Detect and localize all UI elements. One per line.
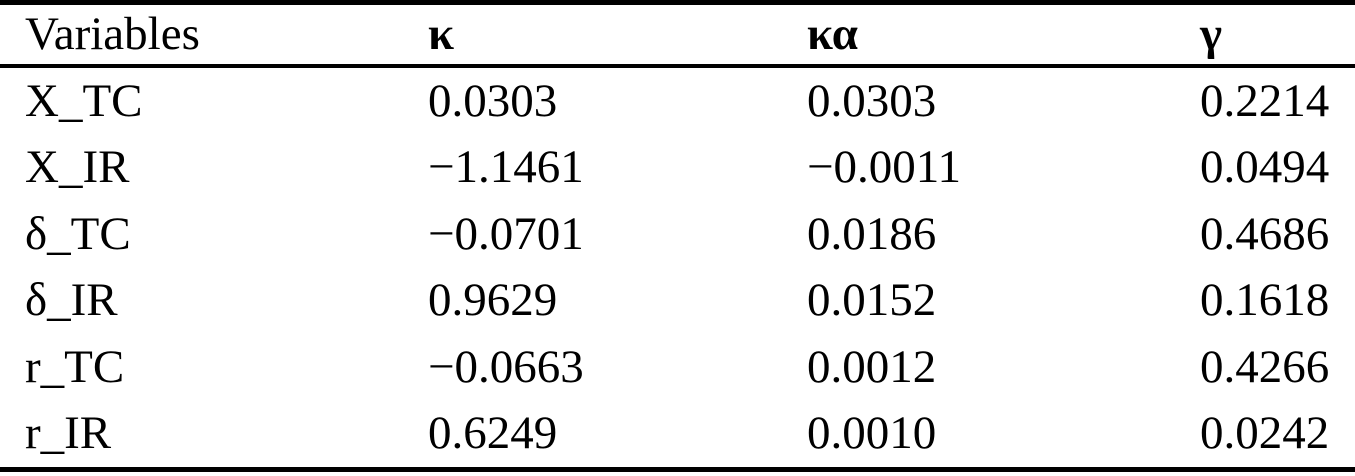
kappa-value: −0.0663 — [428, 340, 584, 393]
column-header-gamma: γ — [1200, 8, 1222, 60]
column-header-kappa-alpha: κα — [807, 8, 858, 60]
gamma-value: 0.4266 — [1200, 340, 1330, 393]
table-header-row: Variables κ κα γ — [0, 5, 1355, 64]
kappa-alpha-value: 0.0303 — [807, 74, 937, 127]
column-header-kappa: κ — [428, 8, 455, 60]
gamma-value: 0.0242 — [1200, 407, 1330, 460]
table-row: δ_IR 0.9629 0.0152 0.1618 — [0, 268, 1355, 335]
variable-name: X_IR — [25, 141, 130, 194]
table-top-rule — [0, 0, 1355, 5]
kappa-alpha-value: 0.0152 — [807, 274, 937, 327]
table-row: X_IR −1.1461 −0.0011 0.0494 — [0, 135, 1355, 202]
variable-name: δ_TC — [25, 207, 131, 260]
variable-name: X_TC — [25, 74, 143, 127]
kappa-value: 0.0303 — [428, 74, 558, 127]
kappa-value: −0.0701 — [428, 207, 584, 260]
kappa-alpha-value: 0.0010 — [807, 407, 937, 460]
gamma-value: 0.2214 — [1200, 74, 1330, 127]
table-bottom-rule — [0, 467, 1355, 472]
gamma-value: 0.4686 — [1200, 207, 1330, 260]
table-header-rule — [0, 64, 1355, 68]
gamma-value: 0.1618 — [1200, 274, 1330, 327]
variable-name: r_IR — [25, 407, 112, 460]
kappa-value: 0.9629 — [428, 274, 558, 327]
table-row: r_IR 0.6249 0.0010 0.0242 — [0, 401, 1355, 468]
table-row: δ_TC −0.0701 0.0186 0.4686 — [0, 201, 1355, 268]
table-row: X_TC 0.0303 0.0303 0.2214 — [0, 68, 1355, 135]
kappa-value: −1.1461 — [428, 141, 584, 194]
kappa-alpha-value: 0.0186 — [807, 207, 937, 260]
kappa-alpha-value: −0.0011 — [807, 141, 962, 194]
table-row: r_TC −0.0663 0.0012 0.4266 — [0, 334, 1355, 401]
variable-name: r_TC — [25, 340, 125, 393]
variable-name: δ_IR — [25, 274, 118, 327]
gamma-value: 0.0494 — [1200, 141, 1330, 194]
column-header-variables: Variables — [25, 8, 200, 60]
kappa-alpha-value: 0.0012 — [807, 340, 937, 393]
kappa-value: 0.6249 — [428, 407, 558, 460]
